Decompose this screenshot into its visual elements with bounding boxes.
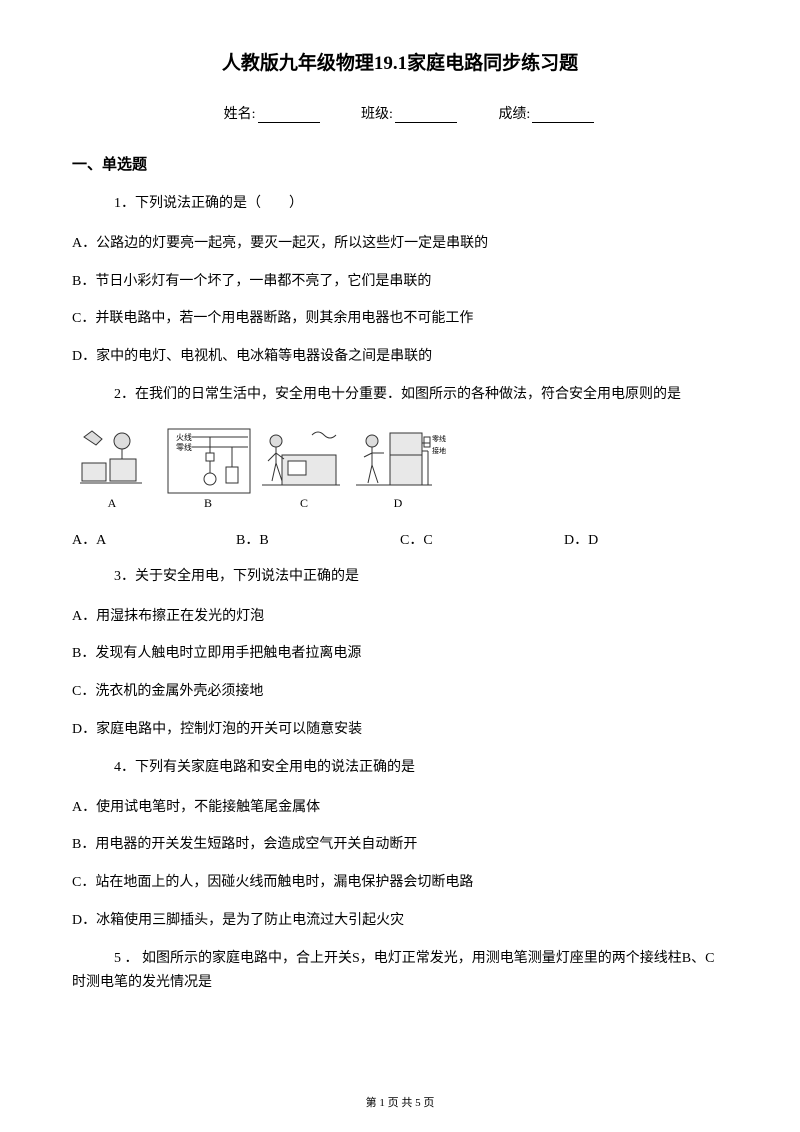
q3-opt-a: A．用湿抹布擦正在发光的灯泡 <box>72 605 728 629</box>
q2-fig-label-d: D <box>394 496 403 510</box>
svg-text:零线: 零线 <box>176 442 192 452</box>
q1-opt-c: C．并联电路中，若一个用电器断路，则其余用电器也不可能工作 <box>72 307 728 331</box>
q2-opt-d: D．D <box>564 529 728 549</box>
q4-opt-c: C．站在地面上的人，因碰火线而触电时，漏电保护器会切断电路 <box>72 871 728 895</box>
class-blank <box>395 109 457 123</box>
info-line: 姓名: 班级: 成绩: <box>72 103 728 123</box>
q3-opt-b: B．发现有人触电时立即用手把触电者拉离电源 <box>72 642 728 666</box>
q2-opt-c: C．C <box>400 529 564 549</box>
q3-stem: 3．关于安全用电，下列说法中正确的是 <box>114 565 728 589</box>
q2-stem: 2．在我们的日常生活中，安全用电十分重要．如图所示的各种做法，符合安全用电原则的… <box>114 383 728 407</box>
q2-opt-a: A．A <box>72 529 236 549</box>
svg-text:接地: 接地 <box>432 446 446 455</box>
q2-fig-label-c: C <box>300 496 308 510</box>
q2-fig-label-a: A <box>108 496 117 510</box>
q4-opt-d: D．冰箱使用三脚插头，是为了防止电流过大引起火灾 <box>72 909 728 933</box>
q2-figure: A 火线 零线 B C <box>72 423 728 513</box>
q1-opt-a: A．公路边的灯要亮一起亮，要灭一起灭，所以这些灯一定是串联的 <box>72 232 728 256</box>
q3-opt-d: D．家庭电路中，控制灯泡的开关可以随意安装 <box>72 718 728 742</box>
svg-text:零线: 零线 <box>432 434 446 443</box>
score-blank <box>532 109 594 123</box>
page-footer: 第 1 页 共 5 页 <box>0 1094 800 1110</box>
q2-opts: A．A B．B C．C D．D <box>72 529 728 549</box>
page-title: 人教版九年级物理19.1家庭电路同步练习题 <box>72 48 728 75</box>
q5-stem: 5 ． 如图所示的家庭电路中，合上开关S，电灯正常发光，用测电笔测量灯座里的两个… <box>72 947 728 995</box>
score-label: 成绩: <box>498 107 530 122</box>
name-blank <box>258 109 320 123</box>
q1-opt-b: B．节日小彩灯有一个坏了，一串都不亮了，它们是串联的 <box>72 270 728 294</box>
q1-stem: 1．下列说法正确的是（ ） <box>114 192 728 216</box>
q3-opt-c: C．洗衣机的金属外壳必须接地 <box>72 680 728 704</box>
q2-fig-label-b: B <box>204 496 212 510</box>
class-label: 班级: <box>361 107 393 122</box>
q1-opt-d: D．家中的电灯、电视机、电冰箱等电器设备之间是串联的 <box>72 345 728 369</box>
q4-opt-b: B．用电器的开关发生短路时，会造成空气开关自动断开 <box>72 833 728 857</box>
section-heading: 一、单选题 <box>72 153 728 174</box>
q4-opt-a: A．使用试电笔时，不能接触笔尾金属体 <box>72 796 728 820</box>
svg-text:火线: 火线 <box>176 432 192 442</box>
q4-stem: 4．下列有关家庭电路和安全用电的说法正确的是 <box>114 756 728 780</box>
name-label: 姓名: <box>224 107 256 122</box>
q2-opt-b: B．B <box>236 529 400 549</box>
